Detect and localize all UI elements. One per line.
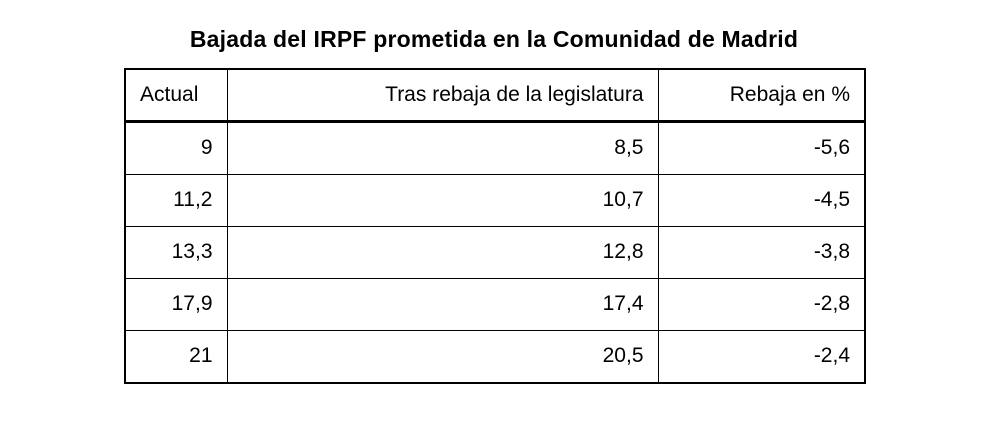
table-row: 17,9 17,4 -2,8 (124, 277, 866, 331)
table-cell: -3,8 (657, 225, 866, 279)
table-cell: 13,3 (124, 225, 228, 279)
irpf-table: Actual Tras rebaja de la legislatura Reb… (124, 67, 866, 384)
table-cell: -5,6 (657, 120, 866, 175)
table-cell: 20,5 (226, 329, 659, 384)
column-header-rebaja-pct: Rebaja en % (657, 68, 866, 123)
table-row: 9 8,5 -5,6 (124, 120, 866, 175)
table-cell: 17,4 (226, 277, 659, 331)
chart-title: Bajada del IRPF prometida en la Comunida… (189, 26, 799, 52)
table-cell: 12,8 (226, 225, 659, 279)
table-header: Actual Tras rebaja de la legislatura Reb… (124, 68, 866, 123)
table-row: 21 20,5 -2,4 (124, 329, 866, 384)
table-cell: 17,9 (124, 277, 228, 331)
table-cell: 21 (124, 329, 228, 384)
header-row: Actual Tras rebaja de la legislatura Reb… (124, 68, 866, 123)
table-cell: -2,8 (657, 277, 866, 331)
table-row: 13,3 12,8 -3,8 (124, 225, 866, 279)
column-header-actual: Actual (124, 68, 228, 123)
table-body: 9 8,5 -5,6 11,2 10,7 -4,5 13,3 12,8 -3,8… (124, 120, 866, 384)
table-container: Bajada del IRPF prometida en la Comunida… (124, 0, 866, 384)
table-cell: 9 (124, 120, 228, 175)
table-cell: 8,5 (226, 120, 659, 175)
table-cell: 11,2 (124, 173, 228, 227)
table-cell: -2,4 (657, 329, 866, 384)
column-header-tras-rebaja: Tras rebaja de la legislatura (226, 68, 659, 123)
table-cell: -4,5 (657, 173, 866, 227)
table-row: 11,2 10,7 -4,5 (124, 173, 866, 227)
table-cell: 10,7 (226, 173, 659, 227)
